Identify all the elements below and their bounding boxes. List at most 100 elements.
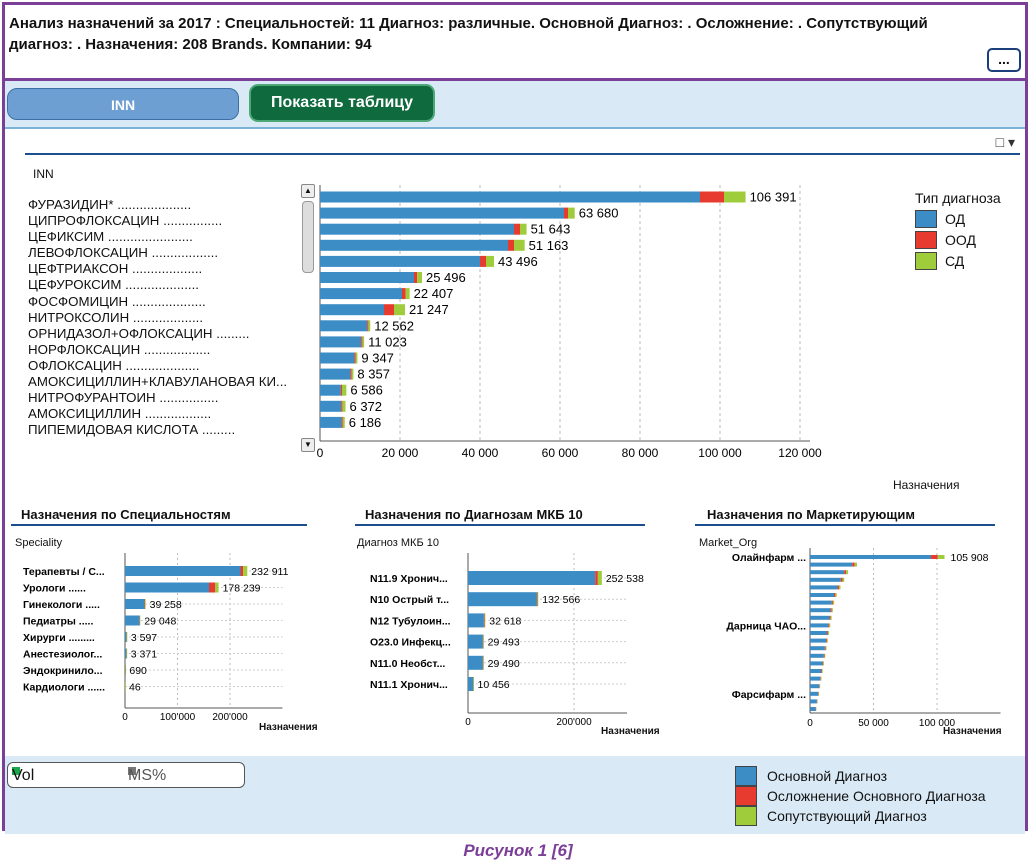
dropdown-icon[interactable]: ▾ xyxy=(1007,134,1015,150)
bar-segment-ОД xyxy=(320,191,700,203)
bar-segment-ОД xyxy=(320,384,341,396)
bar-segment-ОД xyxy=(320,255,480,267)
bar-segment-ООД xyxy=(350,368,352,380)
bar-segment-ООД xyxy=(482,634,484,649)
category-label: N10 Острый т... xyxy=(370,594,449,606)
bar-segment-ОД xyxy=(125,648,127,659)
category-label: Урологи ...... xyxy=(23,583,86,595)
legend-label: ООД xyxy=(945,231,976,248)
category-label[interactable]: ФОСФОМИЦИН .................... xyxy=(28,293,206,309)
marketer-bar-chart: 0 50 000 100 000 Олайнфарм ... Дарница ЧАО..… xyxy=(726,548,1001,729)
x-tick-label: 20 000 xyxy=(382,446,419,460)
category-label: N11.0 Необст... xyxy=(370,658,445,670)
ms-indicator xyxy=(128,767,136,775)
category-label: N12 Тубулоин... xyxy=(370,615,451,627)
x-tick-label: 200'000 xyxy=(556,717,592,728)
bar-segment-СД xyxy=(537,592,539,607)
bar-segment-СД xyxy=(568,207,575,219)
measure-toggle[interactable]: Vol MS% xyxy=(7,762,245,788)
category-label[interactable]: НИТРОКСОЛИН ................... xyxy=(28,309,204,325)
bar-segment-СД xyxy=(405,288,410,300)
category-label[interactable]: ПИПЕМИДОВАЯ КИСЛОТА ......... xyxy=(28,422,236,438)
bar-segment-ООД xyxy=(830,608,832,613)
category-label[interactable]: НОРФЛОКСАЦИН .................. xyxy=(28,341,211,357)
list-scrollbar[interactable]: ▲ ▼ xyxy=(301,184,315,452)
diagnosis-x-title: Назначения xyxy=(601,726,660,737)
bar-segment-ООД xyxy=(384,304,394,316)
legend-row: Осложнение Основного Диагноза xyxy=(735,786,986,806)
bar-segment-СД xyxy=(831,608,833,613)
legend-label: Осложнение Основного Диагноза xyxy=(767,788,986,804)
category-label[interactable]: ЛЕВОФЛОКСАЦИН .................. xyxy=(28,245,219,261)
data-label: 46 xyxy=(129,682,141,694)
bar-segment-ОД xyxy=(810,555,932,559)
bar-segment-ОД xyxy=(810,608,831,613)
category-label[interactable]: АМОКСИЦИЛЛИН+КЛАВУЛАНОВАЯ КИ... xyxy=(28,374,288,390)
inn-tab-button[interactable]: INN xyxy=(7,88,239,120)
bar-segment-ОД xyxy=(125,632,127,642)
bar-segment-ООД xyxy=(340,384,342,396)
bar-segment-ОД xyxy=(810,646,825,651)
category-label[interactable]: НИТРОФУРАНТОИН ................ xyxy=(28,390,219,406)
bar-segment-ООД xyxy=(514,223,520,235)
bar-segment-СД xyxy=(394,304,405,316)
bar-segment-ОД xyxy=(810,699,817,704)
divider xyxy=(11,524,307,526)
bar-segment-ООД xyxy=(821,669,823,673)
window-icon[interactable]: □ xyxy=(995,134,1005,150)
more-button[interactable]: ... xyxy=(987,48,1021,72)
category-label: Анестезиолог... xyxy=(23,649,102,661)
main-chart-panel: □ ▾ INN ФУРАЗИДИН* .................... Ц… xyxy=(5,129,1025,492)
bar-segment-ООД xyxy=(840,577,843,582)
bar-segment-СД xyxy=(368,320,371,332)
bar-segment-ООД xyxy=(564,207,568,219)
category-label[interactable]: ЦЕФУРОКСИМ .................... xyxy=(28,277,199,293)
scroll-up-icon[interactable]: ▲ xyxy=(301,184,315,198)
data-label: 6 186 xyxy=(349,415,382,430)
bar-segment-СД xyxy=(362,336,365,348)
bar-segment-СД xyxy=(125,665,126,675)
data-label: 232 911 xyxy=(251,566,288,578)
data-label: 3 597 xyxy=(131,632,157,644)
show-table-button[interactable]: Показать таблицу xyxy=(249,84,435,122)
bar-segment-СД xyxy=(139,615,141,626)
data-label: 51 643 xyxy=(531,222,571,237)
bar-segment-СД xyxy=(126,648,128,659)
category-label[interactable]: ОФЛОКСАЦИН .................... xyxy=(28,357,200,373)
category-label[interactable]: ФУРАЗИДИН* .................... xyxy=(28,197,192,212)
x-tick-label: 100'000 xyxy=(160,712,196,723)
bar-segment-ОД xyxy=(810,623,829,628)
marketer-x-title: Назначения xyxy=(943,726,1002,737)
scroll-thumb[interactable] xyxy=(302,201,314,273)
x-tick-label: 0 xyxy=(317,446,324,460)
bar-segment-ООД xyxy=(341,416,343,428)
data-label: 29 490 xyxy=(488,658,520,670)
legend-item-od[interactable]: ОД xyxy=(915,208,1001,229)
data-label: 25 496 xyxy=(426,270,466,285)
bar-segment-СД xyxy=(835,593,837,597)
x-tick-label: 0 xyxy=(122,712,128,723)
bar-segment-ООД xyxy=(844,570,847,575)
bar-segment-СД xyxy=(243,566,248,576)
bar-segment-СД xyxy=(342,400,346,412)
bar-segment-СД xyxy=(484,613,486,628)
bar-segment-ООД xyxy=(508,239,514,251)
category-label[interactable]: АМОКСИЦИЛЛИН .................. xyxy=(28,406,212,422)
category-label[interactable]: ЦЕФТРИАКСОН ................... xyxy=(28,261,203,277)
bar-segment-ОД xyxy=(810,684,820,689)
category-label[interactable]: ОРНИДАЗОЛ+ОФЛОКСАЦИН ......... xyxy=(28,325,250,341)
scroll-down-icon[interactable]: ▼ xyxy=(301,438,315,452)
data-label: 32 618 xyxy=(489,615,521,627)
legend-item-sd[interactable]: СД xyxy=(915,250,1001,271)
bar-segment-СД xyxy=(483,655,484,670)
category-label[interactable]: ЦИПРОФЛОКСАЦИН ................ xyxy=(28,213,223,229)
category-label[interactable]: ЦЕФИКСИМ ....................... xyxy=(28,229,193,245)
bar-segment-СД xyxy=(842,577,845,582)
legend-item-ood[interactable]: ООД xyxy=(915,229,1001,250)
bar-segment-ООД xyxy=(414,272,418,283)
bar-segment-ОД xyxy=(810,593,835,597)
bar-segment-СД xyxy=(830,615,832,620)
bar-segment-ОД xyxy=(810,661,823,666)
x-axis-title: Назначения xyxy=(893,478,960,492)
data-label: 10 456 xyxy=(478,679,510,691)
